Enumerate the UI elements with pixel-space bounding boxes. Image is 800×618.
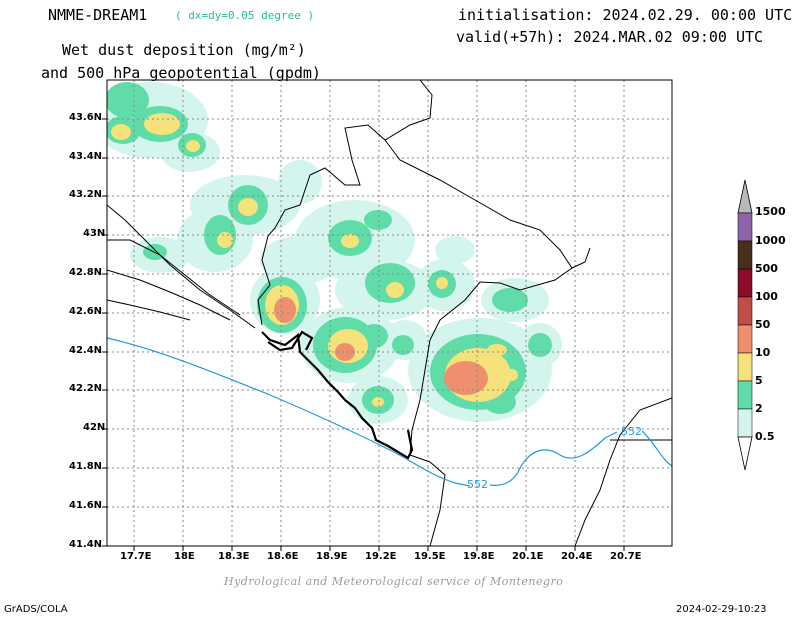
contour-label-552-a: 552 — [467, 478, 488, 491]
model-resolution: ( dx=dy=0.05 degree ) — [175, 9, 315, 22]
credit-text: Hydrological and Meteorological service … — [224, 575, 564, 588]
legend-bottom-arrow — [737, 436, 753, 471]
lon-label: 18.6E — [267, 551, 299, 562]
geopotential-552-contour — [106, 337, 673, 487]
lat-label: 43.6N — [69, 112, 103, 123]
lon-label: 19.8E — [463, 551, 495, 562]
field-title-line2: and 500 hPa geopotential (gpdm) — [41, 64, 321, 82]
legend-label: 100 — [755, 290, 778, 303]
legend-label: 2 — [755, 402, 763, 415]
contour-label-552-b: 552 — [621, 425, 642, 438]
lon-label: 18.3E — [218, 551, 250, 562]
lon-label: 18E — [174, 551, 195, 562]
axis-ticks — [102, 118, 625, 551]
legend-swatch-10 — [737, 324, 753, 354]
legend-colorbar — [737, 179, 753, 471]
legend-swatch-100 — [737, 268, 753, 298]
lat-label: 42.6N — [69, 306, 103, 317]
legend-label: 10 — [755, 346, 771, 359]
valid-time: valid(+57h): 2024.MAR.02 09:00 UTC — [456, 28, 764, 46]
lon-label: 19.5E — [414, 551, 446, 562]
legend-swatch-500 — [737, 240, 753, 270]
legend-label: 500 — [755, 262, 778, 275]
legend-label: 1500 — [755, 205, 786, 218]
field-title-line1: Wet dust deposition (mg/m²) — [62, 41, 306, 59]
lon-label: 19.2E — [365, 551, 397, 562]
lat-label: 43.4N — [69, 151, 103, 162]
legend-top-arrow — [737, 179, 753, 214]
lon-label: 20.4E — [561, 551, 593, 562]
software-credit: GrADS/COLA — [4, 604, 68, 615]
lat-label: 42N — [83, 422, 106, 433]
lat-label: 43N — [83, 228, 106, 239]
lat-label: 42.4N — [69, 345, 103, 356]
lat-label: 41.6N — [69, 500, 103, 511]
deposition-field — [107, 82, 562, 424]
lat-label: 41.8N — [69, 461, 103, 472]
legend-label: 0.5 — [755, 430, 775, 443]
legend-swatch-50 — [737, 296, 753, 326]
borders — [107, 80, 672, 546]
lon-label: 17.7E — [120, 551, 152, 562]
lon-label: 20.7E — [610, 551, 642, 562]
lat-label: 43.2N — [69, 189, 103, 200]
lon-label: 20.1E — [512, 551, 544, 562]
legend-swatch-1000 — [737, 212, 753, 242]
model-name: NMME-DREAM1 — [48, 6, 148, 24]
legend-swatch-5 — [737, 352, 753, 382]
legend-label: 5 — [755, 374, 763, 387]
legend-swatch-2 — [737, 380, 753, 410]
render-timestamp: 2024-02-29-10:23 — [676, 604, 767, 615]
lon-label: 18.9E — [316, 551, 348, 562]
coastline — [261, 330, 414, 460]
lat-label: 42.2N — [69, 383, 103, 394]
lat-label: 42.8N — [69, 267, 103, 278]
lat-label: 41.4N — [69, 539, 103, 550]
legend-label: 1000 — [755, 234, 786, 247]
legend-label: 50 — [755, 318, 771, 331]
init-time: initialisation: 2024.02.29. 00:00 UTC — [458, 6, 793, 24]
graticule — [107, 80, 672, 546]
legend-swatch-0.5 — [737, 408, 753, 438]
